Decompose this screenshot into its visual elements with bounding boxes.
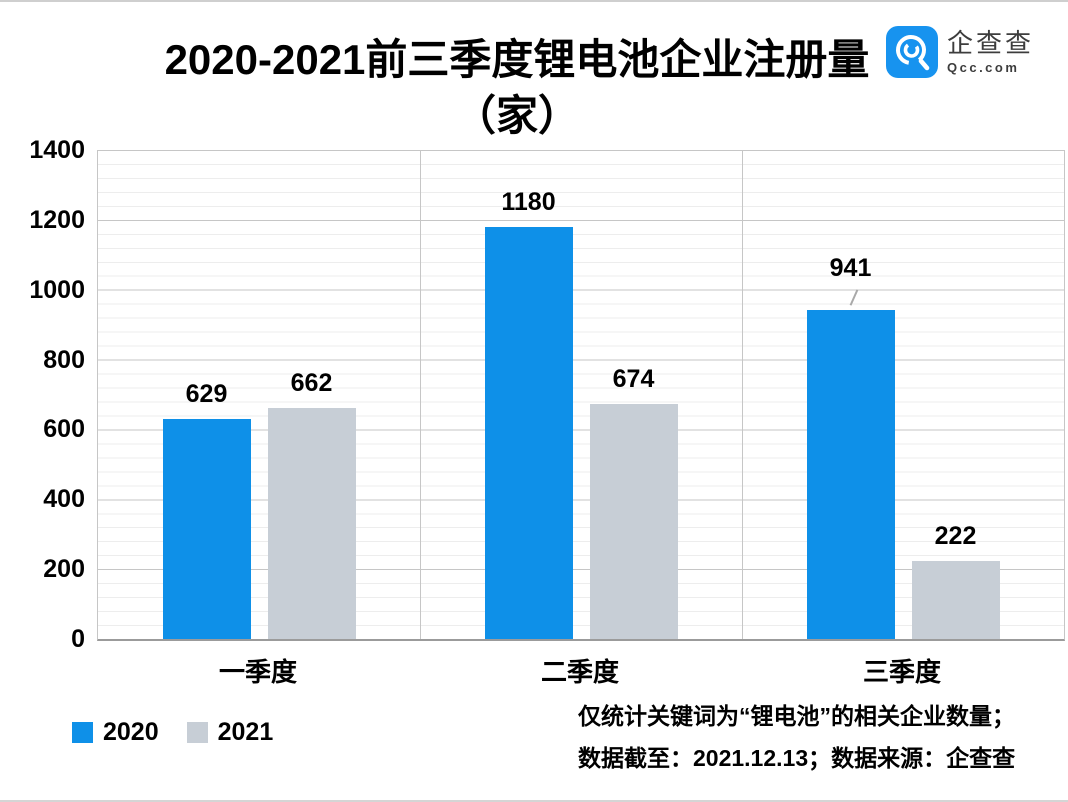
y-tick-label: 600 [43, 415, 85, 444]
y-axis: 1400 1200 1000 800 600 400 200 0 [0, 2, 85, 800]
bar-2020 [162, 419, 251, 639]
bar-2020 [484, 226, 573, 639]
value-label: 674 [612, 364, 655, 393]
category-group: 1180 674 [420, 150, 743, 639]
y-tick-label: 200 [43, 555, 85, 584]
x-axis: 一季度 二季度 三季度 [97, 652, 1063, 689]
y-tick-label: 1200 [29, 205, 85, 234]
legend-swatch [186, 722, 208, 743]
qcc-logo: 企查查 Qcc.com [886, 26, 1034, 78]
page-title-unit: （家） [453, 92, 580, 139]
footnote-source: 数据截至：2021.12.13；数据来源：企查查 [578, 745, 1016, 771]
legend-item-2020: 2020 [72, 718, 159, 747]
x-axis-label: 一季度 [218, 657, 297, 687]
page-title: 2020-2021前三季度锂电池企业注册量 [0, 26, 1034, 87]
legend-item-2021: 2021 [186, 718, 274, 747]
bar-2021 [911, 561, 1000, 639]
value-label: 222 [934, 522, 977, 551]
category-group: 941 222 [742, 150, 1064, 639]
y-tick-label: 400 [43, 485, 85, 514]
x-axis-label: 二季度 [540, 657, 619, 687]
y-tick-label: 1000 [29, 275, 85, 304]
logo-domain: Qcc.com [947, 60, 1020, 75]
x-axis-label: 三季度 [862, 657, 941, 687]
y-tick-label: 0 [71, 625, 85, 653]
page-title-text: 2020-2021前三季度锂电池企业注册量 [164, 36, 870, 83]
footnotes: 仅统计关键词为“锂电池”的相关企业数量； 数据截至：2021.12.13；数据来… [578, 695, 1015, 779]
category-group: 629 662 [98, 150, 421, 639]
value-label: 629 [185, 380, 228, 409]
bar-2020 [806, 310, 895, 639]
legend: 2020 2021 [72, 718, 273, 747]
y-tick-label: 1400 [29, 136, 85, 164]
leader-line [849, 289, 858, 306]
magnifier-icon [886, 26, 938, 78]
y-tick-label: 800 [43, 345, 85, 374]
value-label: 662 [290, 368, 333, 397]
value-label: 1180 [501, 187, 556, 216]
logo-text: 企查查 Qcc.com [947, 30, 1034, 74]
plot-area: 629 662 1180 674 941 222 [97, 150, 1065, 641]
footnote-scope: 仅统计关键词为“锂电池”的相关企业数量； [578, 703, 1015, 729]
legend-label: 2020 [103, 718, 159, 746]
logo-name: 企查查 [947, 28, 1035, 58]
legend-swatch [72, 722, 93, 743]
value-label: 941 [829, 254, 872, 283]
bar-2021 [267, 407, 356, 639]
legend-label: 2021 [217, 718, 274, 746]
bar-2021 [589, 403, 678, 639]
